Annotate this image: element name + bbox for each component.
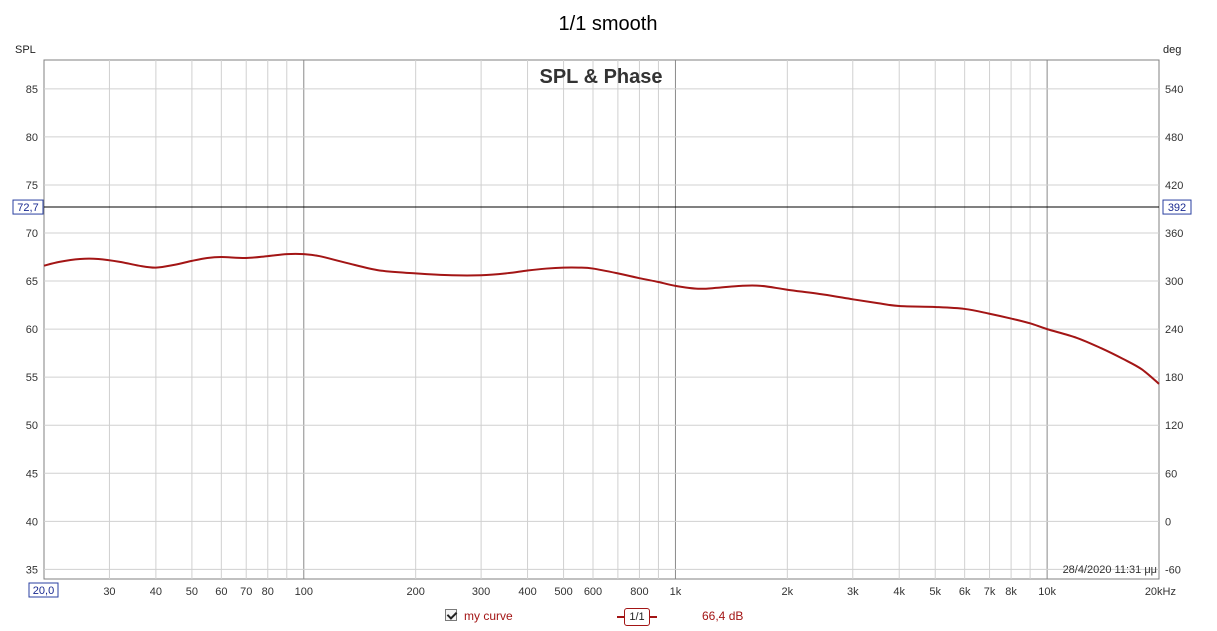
- x-tick-label: 6k: [959, 586, 971, 598]
- x-tick-label: 50: [186, 586, 198, 598]
- x-tick-label: 4k: [893, 586, 905, 598]
- x-tick-label: 2k: [782, 586, 794, 598]
- y-tick-label: 40: [26, 516, 38, 528]
- x-tick-labels: 30 40 50 60 70 80 100 200 300 400 500 600 800 1k 2k 3k 4…: [103, 586, 1176, 598]
- legend-smoothing-label: 1/1: [624, 608, 650, 626]
- grid-vertical: [108, 60, 1048, 579]
- series-layer: [43, 252, 1160, 385]
- x-tick-label: 400: [518, 586, 536, 598]
- x-tick-label: 200: [406, 586, 424, 598]
- x-tick-label: 60: [215, 586, 227, 598]
- y2-tick-label: 300: [1165, 276, 1183, 288]
- curve-visibility-checkbox[interactable]: [445, 609, 457, 621]
- series-line-my-curve: [43, 252, 1160, 385]
- y2-tick-label: -60: [1165, 564, 1181, 576]
- cursor-spl-box: [12, 199, 44, 215]
- timestamp: 28/4/2020 11:31 μμ: [1063, 564, 1157, 576]
- y-axis-label-left: SPL: [15, 44, 36, 56]
- legend-value: 66,4 dB: [702, 609, 744, 623]
- grid-horizontal: [44, 88, 1159, 570]
- y-tick-label: 85: [26, 84, 38, 96]
- chart-title: SPL & Phase: [539, 66, 662, 88]
- cursor-freq-value: 20,0: [33, 585, 54, 597]
- x-tick-label: 500: [554, 586, 572, 598]
- x-tick-label: 100: [295, 586, 313, 598]
- y-tick-label: 75: [26, 180, 38, 192]
- x-tick-label: 5k: [929, 586, 941, 598]
- x-tick-label: 1k: [670, 586, 682, 598]
- y2-tick-label: 60: [1165, 468, 1177, 480]
- x-tick-label: 80: [262, 586, 274, 598]
- window-title: 1/1 smooth: [559, 13, 658, 35]
- y-tick-label: 45: [26, 468, 38, 480]
- x-tick-label: 600: [584, 586, 602, 598]
- x-tick-label: 3k: [847, 586, 859, 598]
- y-tick-label: 55: [26, 372, 38, 384]
- x-tick-label: 40: [150, 586, 162, 598]
- y2-tick-label: 0: [1165, 516, 1171, 528]
- y-tick-labels-left: 35 40 45 50 55 60 65 70 75 80 85: [26, 84, 38, 577]
- y2-tick-label: 480: [1165, 132, 1183, 144]
- y2-tick-label: 420: [1165, 180, 1183, 192]
- y2-tick-label: 540: [1165, 84, 1183, 96]
- y2-tick-label: 240: [1165, 324, 1183, 336]
- legend-curve-name[interactable]: my curve: [464, 609, 513, 623]
- y-tick-labels-right: -60 0 60 120 180 240 300 360 420 480 540: [1165, 84, 1183, 577]
- x-tick-label: 30: [103, 586, 115, 598]
- x-tick-label: 800: [630, 586, 648, 598]
- y-axis-label-right: deg: [1163, 44, 1181, 56]
- x-tick-label: 10k: [1038, 586, 1056, 598]
- cursor[interactable]: 72,7 392 20,0: [12, 199, 1192, 598]
- y-tick-label: 60: [26, 324, 38, 336]
- y-tick-label: 80: [26, 132, 38, 144]
- y2-tick-label: 360: [1165, 228, 1183, 240]
- y2-tick-label: 180: [1165, 372, 1183, 384]
- x-tick-label: 8k: [1005, 586, 1017, 598]
- y-tick-label: 35: [26, 564, 38, 576]
- y-tick-label: 70: [26, 228, 38, 240]
- legend-smoothing-swatch[interactable]: 1/1: [617, 608, 657, 626]
- y-tick-label: 50: [26, 420, 38, 432]
- x-tick-label: 7k: [984, 586, 996, 598]
- x-tick-label: 20kHz: [1145, 586, 1176, 598]
- cursor-deg-value: 392: [1168, 202, 1186, 214]
- y2-tick-label: 120: [1165, 420, 1183, 432]
- x-tick-label: 300: [472, 586, 490, 598]
- cursor-deg-box: [1162, 199, 1192, 215]
- cursor-spl-value: 72,7: [17, 202, 38, 214]
- cursor-freq-box: [28, 582, 59, 598]
- y-tick-label: 65: [26, 276, 38, 288]
- plot-area[interactable]: [43, 59, 1160, 580]
- x-tick-label: 70: [240, 586, 252, 598]
